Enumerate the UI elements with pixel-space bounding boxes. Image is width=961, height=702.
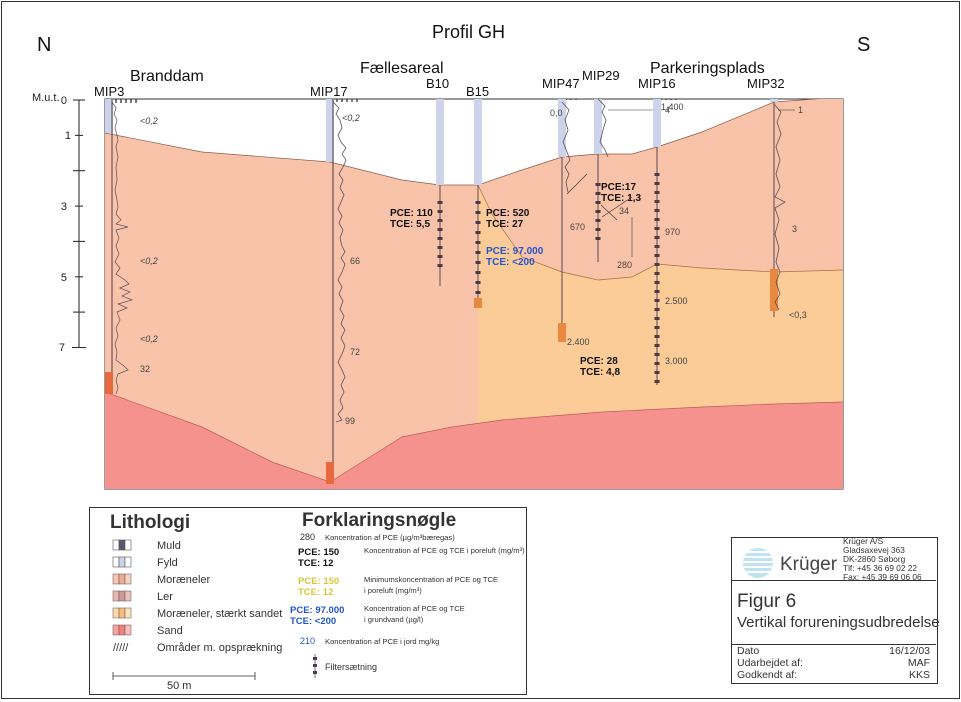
svg-text:MAF: MAF (908, 657, 930, 669)
svg-text:Krüger: Krüger (780, 554, 838, 575)
svg-text:Figur 6: Figur 6 (737, 591, 796, 612)
svg-text:KKS: KKS (909, 669, 930, 681)
svg-text:Dato: Dato (737, 645, 759, 657)
svg-text:Udarbejdet af:: Udarbejdet af: (737, 657, 803, 669)
svg-text:Vertikal forureningsudbredelse: Vertikal forureningsudbredelse (737, 614, 940, 631)
svg-text:16/12/03: 16/12/03 (889, 645, 930, 657)
svg-text:Godkendt af:: Godkendt af: (737, 669, 797, 681)
svg-text:Fax: +45 39 69 06 06: Fax: +45 39 69 06 06 (843, 572, 922, 582)
